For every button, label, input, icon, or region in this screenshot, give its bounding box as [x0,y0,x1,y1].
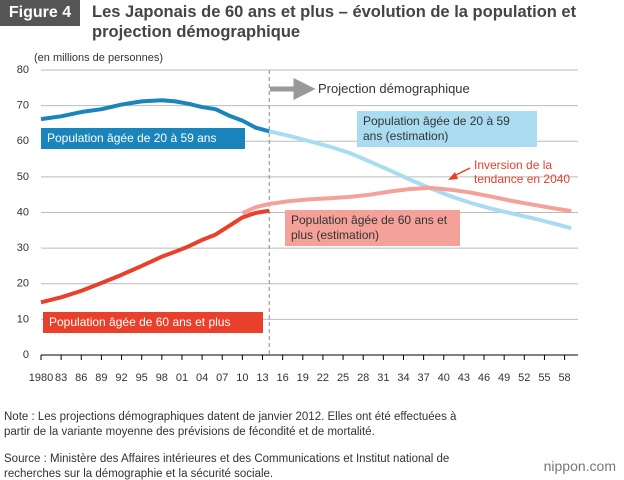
series-line [40,98,270,134]
y-tick-label: 0 [23,349,29,361]
x-tick-label: 19 [297,372,309,384]
y-tick-label: 70 [17,100,29,112]
x-tick-label: 31 [377,372,389,384]
x-tick-label: 86 [75,372,87,384]
legend-label: Population âgée de 20 à 59 ans [41,128,245,149]
x-tick-label: 1980 [29,372,53,384]
y-tick-label: 30 [17,242,29,254]
x-tick-label: 83 [55,372,67,384]
figure-label: Figure 4 [0,0,80,26]
x-tick-label: 25 [337,372,349,384]
arrow-head [448,172,458,180]
x-tick-label: 40 [438,372,450,384]
y-axis-label: (en millions de personnes) [34,52,163,64]
x-tick-label: 22 [317,372,329,384]
x-tick-label: 04 [196,372,208,384]
x-tick-label: 55 [538,372,550,384]
source: Source : Ministère des Affaires intérieu… [4,453,450,480]
x-tick-label: 28 [357,372,369,384]
annotation: Projection démographique [318,81,470,96]
x-tick-label: 52 [518,372,530,384]
y-tick-label: 20 [17,278,29,290]
y-tick-label: 50 [17,171,29,183]
legend-label: Population âgée de 60 ans et plus (estim… [285,210,460,246]
arrow [270,77,316,101]
x-tick-label: 58 [558,372,570,384]
y-tick-label: 10 [17,313,29,325]
x-tick-label: 34 [397,372,409,384]
series-line [241,185,572,216]
series-line [40,208,270,305]
x-tick-label: 01 [176,372,188,384]
x-tick-label: 89 [95,372,107,384]
x-tick-label: 43 [458,372,470,384]
x-tick-label: 10 [236,372,248,384]
y-tick-label: 60 [17,135,29,147]
x-tick-label: 13 [256,372,268,384]
x-tick-label: 92 [115,372,127,384]
legend-label: Population âgée de 60 ans et plus [43,312,263,333]
x-tick-label: 46 [478,372,490,384]
x-tick-label: 98 [156,372,168,384]
y-tick-label: 80 [17,64,29,76]
y-tick-label: 40 [17,206,29,218]
annotation: Inversion de la tendance en 2040 [474,158,571,186]
note: Note : Les projections démographiques da… [4,411,457,438]
x-tick-label: 95 [136,372,148,384]
logo: nippon.com [543,458,616,474]
x-tick-label: 37 [417,372,429,384]
chart-title: Les Japonais de 60 ans et plus – évoluti… [92,3,577,41]
series-line [268,129,572,231]
x-tick-label: 07 [216,372,228,384]
x-tick-label: 16 [277,372,289,384]
legend-label: Population âgée de 20 à 59 ans (estimati… [357,111,537,147]
x-tick-label: 49 [498,372,510,384]
